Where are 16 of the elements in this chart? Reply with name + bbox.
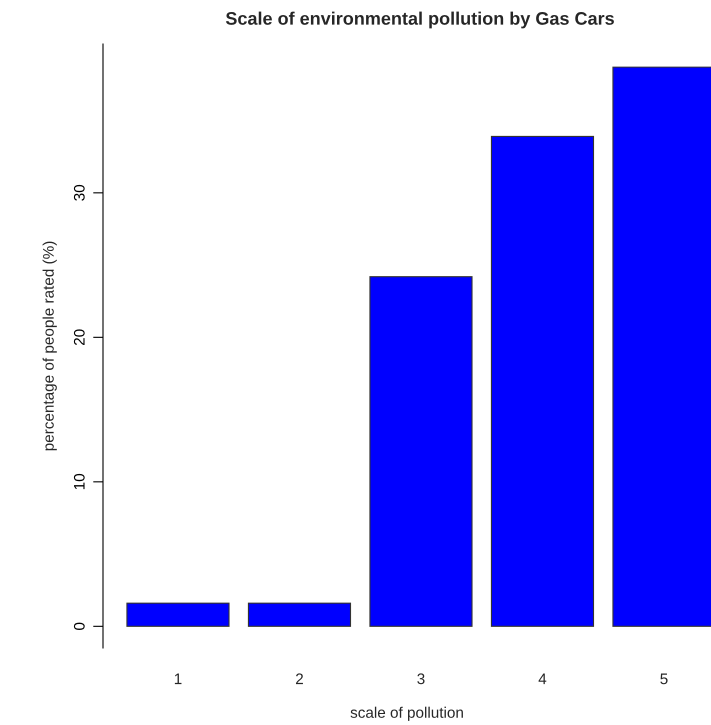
bar [126, 602, 230, 627]
x-tick-label: 5 [660, 674, 668, 684]
x-tick-label: 1 [174, 674, 182, 684]
y-tick-label: 30 [74, 184, 85, 201]
x-tick-label: 3 [417, 673, 425, 684]
bar [490, 136, 594, 627]
y-tick-label: 0 [74, 622, 85, 630]
x-tick-label: 4 [538, 674, 546, 684]
chart-title: Scale of environmental pollution by Gas Cars [226, 12, 614, 28]
x-axis-title: scale of pollution [350, 706, 463, 721]
y-tick-label: 10 [74, 474, 85, 490]
x-tick-label: 2 [296, 673, 303, 684]
y-axis-title: percentage of people rated (%) [42, 242, 57, 450]
bar [248, 602, 352, 627]
bar [369, 276, 473, 627]
y-tick-label: 20 [74, 329, 85, 346]
